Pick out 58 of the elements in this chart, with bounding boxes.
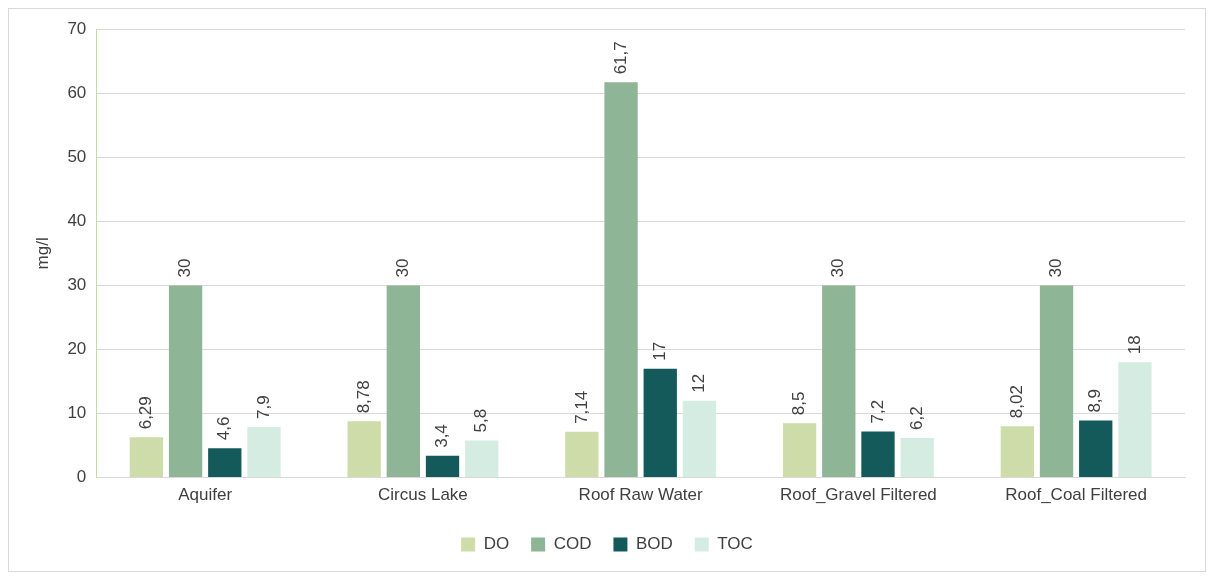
y-tick-label: 60 <box>67 82 87 102</box>
x-tick-label: Roof_Coal Filtered <box>1005 485 1148 505</box>
bar <box>822 285 856 478</box>
data-label: 5,8 <box>471 408 491 433</box>
x-tick-label: Circus Lake <box>378 485 468 505</box>
data-label: 17 <box>649 341 669 361</box>
bar <box>425 455 460 478</box>
bar <box>386 285 420 478</box>
data-label: 6,2 <box>906 406 926 430</box>
bar <box>643 368 677 478</box>
data-label: 8,78 <box>353 380 373 414</box>
bar <box>782 423 817 478</box>
data-label: 30 <box>828 258 848 278</box>
x-tick-label: Aquifer <box>178 485 233 505</box>
data-label: 8,5 <box>789 391 809 416</box>
y-tick-label: 10 <box>67 403 87 423</box>
bar <box>129 437 164 478</box>
bar <box>168 285 203 478</box>
data-label: 7,2 <box>867 399 887 424</box>
data-label: 30 <box>1046 258 1066 278</box>
data-label: 8,02 <box>1007 385 1027 419</box>
y-tick-label: 50 <box>67 147 87 166</box>
bar <box>1000 426 1034 478</box>
bar <box>208 448 242 478</box>
data-label: 30 <box>175 258 195 278</box>
data-label: 30 <box>393 258 413 278</box>
legend-label: COD <box>553 534 592 554</box>
bar <box>347 421 381 478</box>
legend-label: BOD <box>635 534 673 554</box>
data-label: 18 <box>1124 335 1144 355</box>
y-tick-label: 40 <box>67 211 87 231</box>
bar <box>604 82 638 478</box>
data-label: 61,7 <box>610 41 630 75</box>
x-tick-label: Roof_Gravel Filtered <box>779 485 937 505</box>
data-label: 12 <box>689 373 709 393</box>
data-label: 7,9 <box>253 395 273 419</box>
data-label: 6,29 <box>136 396 156 430</box>
bar <box>565 431 599 478</box>
bar <box>247 427 281 478</box>
y-tick-label: 70 <box>67 18 87 38</box>
y-axis-title: mg/l <box>32 237 52 270</box>
bar <box>1039 285 1074 478</box>
y-tick-label: 0 <box>76 467 87 487</box>
data-label: 3,4 <box>432 424 452 448</box>
y-tick-label: 30 <box>67 275 87 295</box>
data-label: 4,6 <box>214 416 234 441</box>
legend-label: DO <box>483 534 510 554</box>
bar <box>1118 362 1152 478</box>
data-label: 7,14 <box>571 390 591 424</box>
bar <box>1079 420 1113 478</box>
bar <box>682 400 717 478</box>
data-label: 8,9 <box>1085 388 1105 413</box>
bar <box>465 440 499 478</box>
bar <box>900 437 934 478</box>
y-tick-label: 20 <box>67 339 87 359</box>
bar <box>861 431 895 478</box>
legend-label: TOC <box>717 534 753 554</box>
x-tick-label: Roof Raw Water <box>578 485 704 505</box>
